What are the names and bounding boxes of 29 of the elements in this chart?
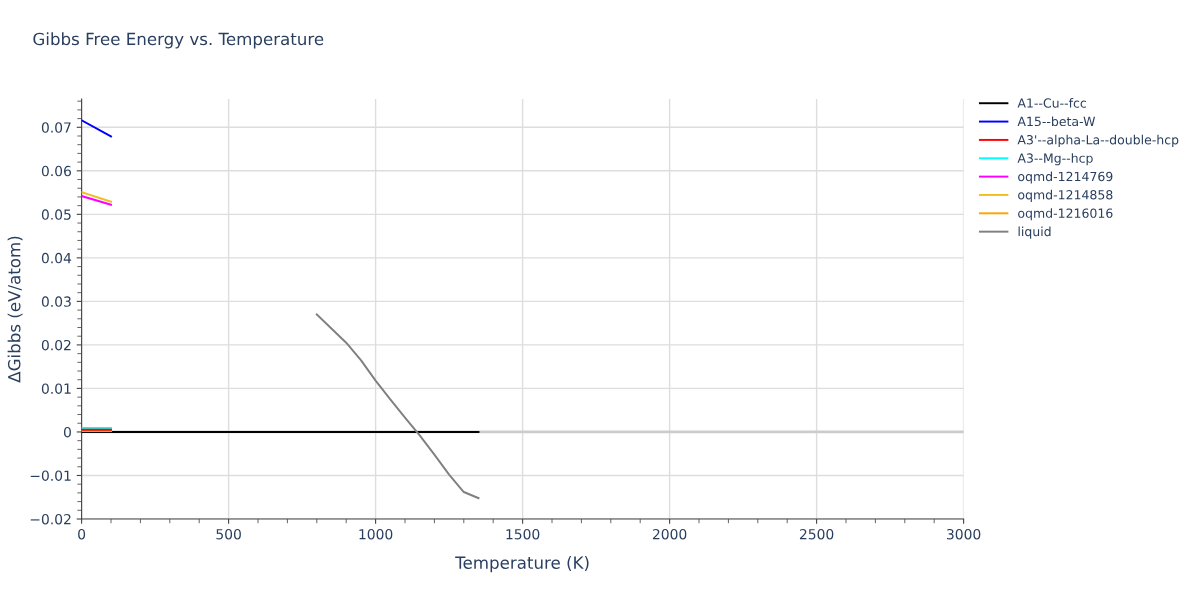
y-tick-label: 0.03 [41,296,71,307]
y-tick-label: −0.02 [30,513,71,525]
legend-label: oqmd-1214858 [1018,189,1113,202]
legend-label: oqmd-1214769 [1018,171,1113,184]
legend-label: A3'--alpha-La--double-hcp [1017,134,1179,147]
x-tick-label: 3000 [946,528,981,540]
y-tick-label: 0.06 [41,165,71,177]
x-tick-label: 0 [78,528,86,540]
x-tick-label: 1000 [359,528,393,540]
x-tick-label: 500 [216,528,241,540]
legend-label: liquid [1018,226,1051,239]
y-axis-title: ΔGibbs (eV/atom) [7,236,23,383]
y-tick-label: 0.01 [41,383,71,394]
y-tick-label: 0.02 [41,339,71,351]
y-tick-label: 0.07 [41,122,71,133]
line-series [315,313,480,500]
x-tick-label: 2500 [799,528,834,540]
x-axis-title: Temperature (K) [455,556,589,573]
legend-label: A3--Mg--hcp [1017,153,1093,166]
legend-label: A1--Cu--fcc [1017,98,1086,108]
x-tick-label: 2000 [652,528,687,540]
y-tick-label: 0.04 [41,252,72,264]
legend-label: oqmd-1216016 [1018,208,1113,221]
legend-label: A15--beta-W [1017,116,1096,127]
y-tick-label: 0.05 [41,209,71,220]
x-tick-label: 1500 [506,528,540,540]
y-tick-label: −0.01 [30,470,71,481]
y-tick-label: 0 [63,426,71,438]
chart-title: Gibbs Free Energy vs. Temperature [33,32,324,49]
